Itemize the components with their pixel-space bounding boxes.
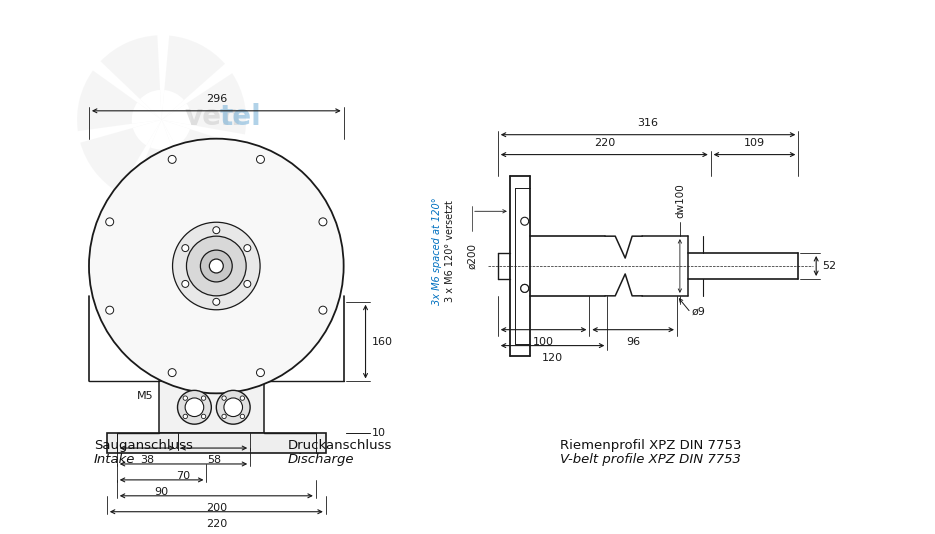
Circle shape xyxy=(521,285,528,293)
Text: Sauganschluss: Sauganschluss xyxy=(94,438,193,452)
Circle shape xyxy=(213,227,220,234)
Circle shape xyxy=(240,396,245,400)
Text: 96: 96 xyxy=(626,336,640,347)
Circle shape xyxy=(256,368,265,376)
Wedge shape xyxy=(162,103,192,125)
Text: V-belt profile XPZ DIN 7753: V-belt profile XPZ DIN 7753 xyxy=(559,453,741,467)
Text: 10: 10 xyxy=(371,428,385,438)
Circle shape xyxy=(223,398,242,417)
Circle shape xyxy=(181,245,189,252)
Text: 220: 220 xyxy=(594,138,615,147)
Bar xyxy=(107,433,325,453)
Text: 3x M6 spaced at 120°: 3x M6 spaced at 120° xyxy=(432,197,442,305)
Circle shape xyxy=(319,218,327,226)
Circle shape xyxy=(213,299,220,305)
Circle shape xyxy=(183,396,188,400)
Wedge shape xyxy=(80,120,162,192)
Circle shape xyxy=(178,390,211,424)
Wedge shape xyxy=(162,120,190,146)
Circle shape xyxy=(521,217,528,225)
Wedge shape xyxy=(140,90,162,120)
Circle shape xyxy=(319,306,327,314)
Text: Druckanschluss: Druckanschluss xyxy=(288,438,393,452)
Circle shape xyxy=(200,250,232,282)
Circle shape xyxy=(222,396,226,400)
Text: 220: 220 xyxy=(206,519,227,529)
Circle shape xyxy=(106,306,114,314)
Text: 90: 90 xyxy=(154,487,168,497)
Circle shape xyxy=(209,259,223,273)
Circle shape xyxy=(240,414,245,419)
Text: 52: 52 xyxy=(822,261,836,271)
Circle shape xyxy=(106,218,114,226)
Text: 70: 70 xyxy=(177,471,191,481)
Circle shape xyxy=(168,155,176,163)
Text: Discharge: Discharge xyxy=(288,453,354,467)
Circle shape xyxy=(222,414,226,419)
Text: Riemenprofil XPZ DIN 7753: Riemenprofil XPZ DIN 7753 xyxy=(559,438,741,452)
Wedge shape xyxy=(132,103,162,124)
Wedge shape xyxy=(133,120,162,145)
Wedge shape xyxy=(162,120,242,194)
Text: dw100: dw100 xyxy=(675,184,685,218)
Circle shape xyxy=(181,280,189,287)
Text: 109: 109 xyxy=(744,138,765,147)
Wedge shape xyxy=(162,73,246,135)
Circle shape xyxy=(256,155,265,163)
Circle shape xyxy=(186,236,246,296)
Circle shape xyxy=(201,414,206,419)
Circle shape xyxy=(521,285,528,293)
Text: 160: 160 xyxy=(371,336,393,347)
Wedge shape xyxy=(162,36,225,120)
Text: ø200: ø200 xyxy=(467,243,477,269)
Circle shape xyxy=(183,414,188,419)
Circle shape xyxy=(168,368,176,376)
Text: 100: 100 xyxy=(533,336,554,347)
Text: 58: 58 xyxy=(207,455,221,465)
Text: 316: 316 xyxy=(638,117,658,128)
Text: 296: 296 xyxy=(206,94,227,104)
Text: 3 x M6 120° versetzt: 3 x M6 120° versetzt xyxy=(445,200,455,302)
Circle shape xyxy=(216,390,251,424)
Text: tel: tel xyxy=(220,103,261,131)
Wedge shape xyxy=(162,90,184,120)
Circle shape xyxy=(201,396,206,400)
Text: ven: ven xyxy=(184,103,241,131)
Circle shape xyxy=(173,222,260,310)
Wedge shape xyxy=(150,120,172,150)
Circle shape xyxy=(89,139,344,394)
Circle shape xyxy=(185,398,204,417)
Wedge shape xyxy=(129,120,192,205)
Text: 38: 38 xyxy=(140,455,154,465)
Text: 120: 120 xyxy=(542,352,563,363)
Text: ø9: ø9 xyxy=(692,307,706,317)
Wedge shape xyxy=(77,70,162,131)
Circle shape xyxy=(244,280,251,287)
Wedge shape xyxy=(100,35,162,120)
Bar xyxy=(159,381,264,433)
Circle shape xyxy=(244,245,251,252)
Text: M5: M5 xyxy=(137,391,153,402)
Text: 200: 200 xyxy=(206,503,227,513)
Text: Intake: Intake xyxy=(94,453,136,467)
